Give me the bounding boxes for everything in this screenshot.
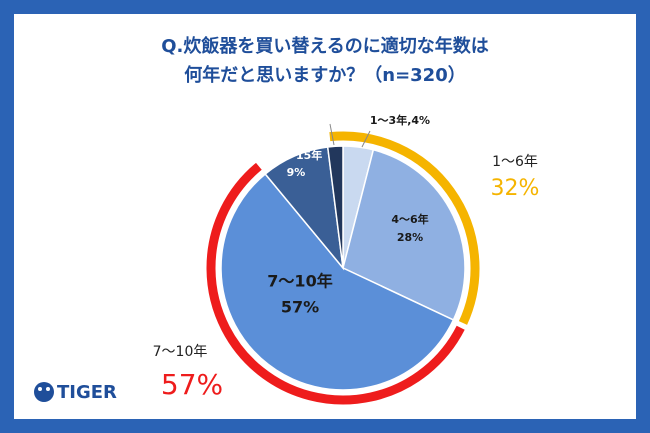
pie-slice — [342, 148, 466, 321]
data-label: 4〜6年 — [391, 212, 428, 226]
chart-title: Q.炊飯器を買い替えるのに適切な年数は — [161, 35, 489, 57]
group-name: 1〜6年 — [492, 154, 538, 170]
logo-icon — [34, 382, 54, 402]
group-arc — [206, 162, 465, 405]
group-arc — [329, 131, 480, 325]
leader-line — [361, 130, 371, 148]
data-label: 1〜3年,4% — [370, 113, 430, 127]
logo-eye — [46, 387, 50, 391]
data-label: 16年以上,2% — [262, 107, 333, 121]
logo: TIGER — [34, 382, 117, 403]
group-value: 57% — [161, 368, 223, 401]
data-label: 57% — [281, 298, 319, 317]
data-label: 28% — [397, 231, 423, 244]
group-name: 7〜10年 — [153, 344, 208, 360]
group-value: 32% — [491, 176, 540, 201]
logo-eye — [38, 387, 42, 391]
logo-text: TIGER — [57, 382, 117, 403]
data-label: 11〜15年 — [270, 148, 323, 162]
pie-slice — [220, 172, 455, 391]
data-label: 9% — [287, 166, 306, 179]
chart-title: 何年だと思いますか？（n=320） — [184, 64, 465, 86]
data-label: 7〜10年 — [267, 272, 332, 291]
pie-slice — [326, 145, 344, 269]
leader-line — [329, 123, 335, 146]
